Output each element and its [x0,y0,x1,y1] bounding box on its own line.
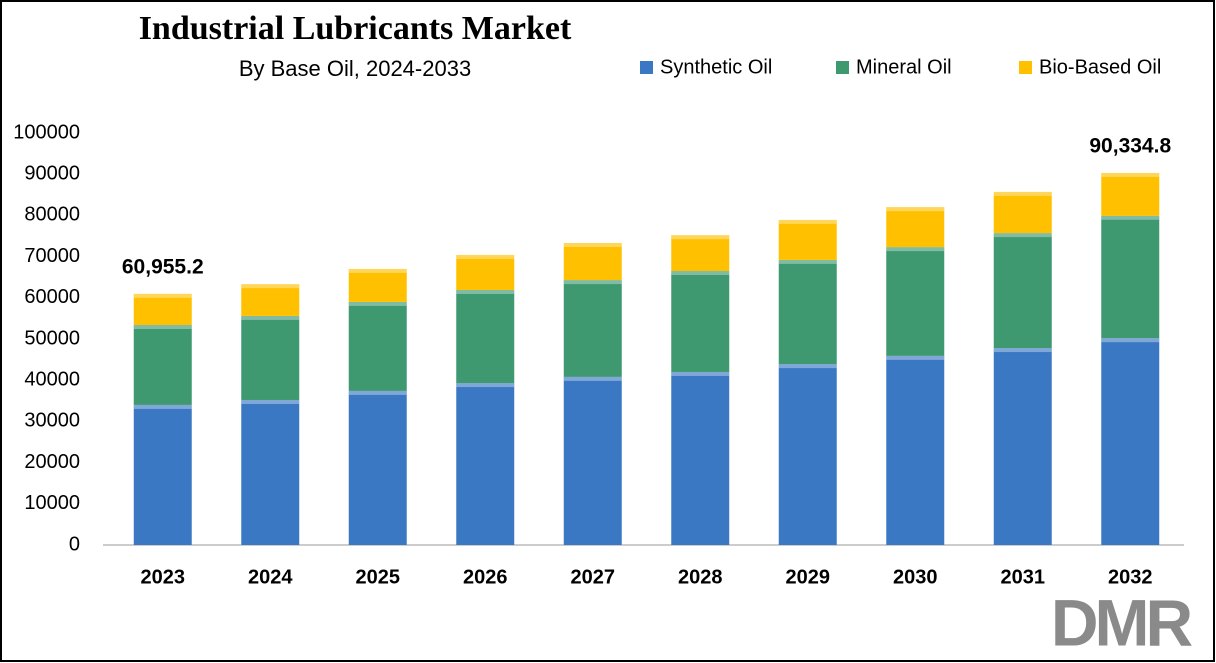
bar-highlight [778,259,837,264]
total-label: 90,334.8 [1089,134,1171,157]
bar-highlight [563,376,622,381]
bar-segment [993,233,1052,349]
bar-segment [456,289,515,384]
y-tick-label: 0 [69,533,80,555]
bar-segment [348,301,407,391]
x-tick-label: 2031 [1001,566,1046,588]
bar-highlight [778,219,837,224]
bar-highlight [1101,215,1160,220]
legend-swatch [640,61,653,74]
bar-highlight [133,293,192,298]
bar-highlight [456,254,515,259]
bar-segment [133,293,192,325]
bar-segment [133,404,192,545]
bar-highlight [456,289,515,294]
y-tick-label: 70000 [24,245,80,267]
bar-segment [563,280,622,377]
bar-highlight [241,284,300,289]
bar-segment [886,207,945,248]
x-tick-label: 2024 [248,566,293,588]
bar-highlight [778,364,837,369]
bar-highlight [563,280,622,285]
bar-segment [241,284,300,316]
y-tick-label: 100000 [13,121,80,143]
bar-segment [348,268,407,302]
bar-highlight [563,243,622,248]
bar-highlight [241,315,300,320]
bar-segment [993,348,1052,545]
y-tick-label: 90000 [24,162,80,184]
y-tick-label: 40000 [24,368,80,390]
legend-label: Mineral Oil [856,56,952,78]
bar-segment [1101,338,1160,545]
logo: DMR [1051,585,1193,659]
bar-segment [1101,215,1160,339]
bar-segment [671,371,730,545]
bar-segment [348,390,407,545]
bar-segment [778,259,837,365]
x-tick-label: 2032 [1108,566,1153,588]
bar-segment [456,383,515,545]
bar-segment [671,271,730,372]
bar-highlight [993,233,1052,238]
bar-highlight [671,371,730,376]
bar-segment [241,399,300,545]
bar-highlight [348,268,407,273]
y-tick-label: 10000 [24,492,80,514]
x-tick-label: 2029 [786,566,831,588]
bar-segment [993,191,1052,234]
y-tick-label: 80000 [24,204,80,226]
chart-title: Industrial Lubricants Market [139,10,572,47]
y-tick-label: 50000 [24,327,80,349]
bar-highlight [348,390,407,395]
bar-segment [778,219,837,260]
bar-highlight [133,324,192,329]
bar-segment [886,247,945,356]
x-tick-label: 2025 [356,566,401,588]
bar-segment [671,235,730,272]
bar-highlight [1101,172,1160,177]
bar-highlight [993,348,1052,353]
bar-highlight [993,191,1052,196]
x-tick-label: 2026 [463,566,508,588]
bar-highlight [886,355,945,360]
bar-highlight [133,404,192,409]
chart-subtitle: By Base Oil, 2024-2033 [239,56,471,81]
legend-label: Synthetic Oil [660,56,772,78]
bar-segment [778,364,837,545]
bar-highlight [456,383,515,388]
y-tick-label: 30000 [24,410,80,432]
x-tick-label: 2027 [571,566,616,588]
y-tick-label: 20000 [24,451,80,473]
bar-highlight [671,271,730,276]
bar-highlight [886,247,945,252]
y-tick-label: 60000 [24,286,80,308]
bar-highlight [671,235,730,240]
bar-segment [886,355,945,545]
bar-segment [133,324,192,405]
bar-segment [563,376,622,545]
legend-swatch [836,61,849,74]
x-tick-label: 2028 [678,566,723,588]
bar-highlight [1101,338,1160,343]
x-tick-label: 2030 [893,566,938,588]
bar-segment [563,243,622,281]
legend-swatch [1019,61,1032,74]
legend-label: Bio-Based Oil [1039,56,1161,78]
total-label: 60,955.2 [122,255,204,278]
x-tick-label: 2023 [141,566,186,588]
bar-highlight [348,301,407,306]
bar-segment [241,315,300,400]
bar-highlight [241,399,300,404]
bar-segment [1101,172,1160,216]
bar-segment [456,254,515,290]
bar-highlight [886,207,945,212]
